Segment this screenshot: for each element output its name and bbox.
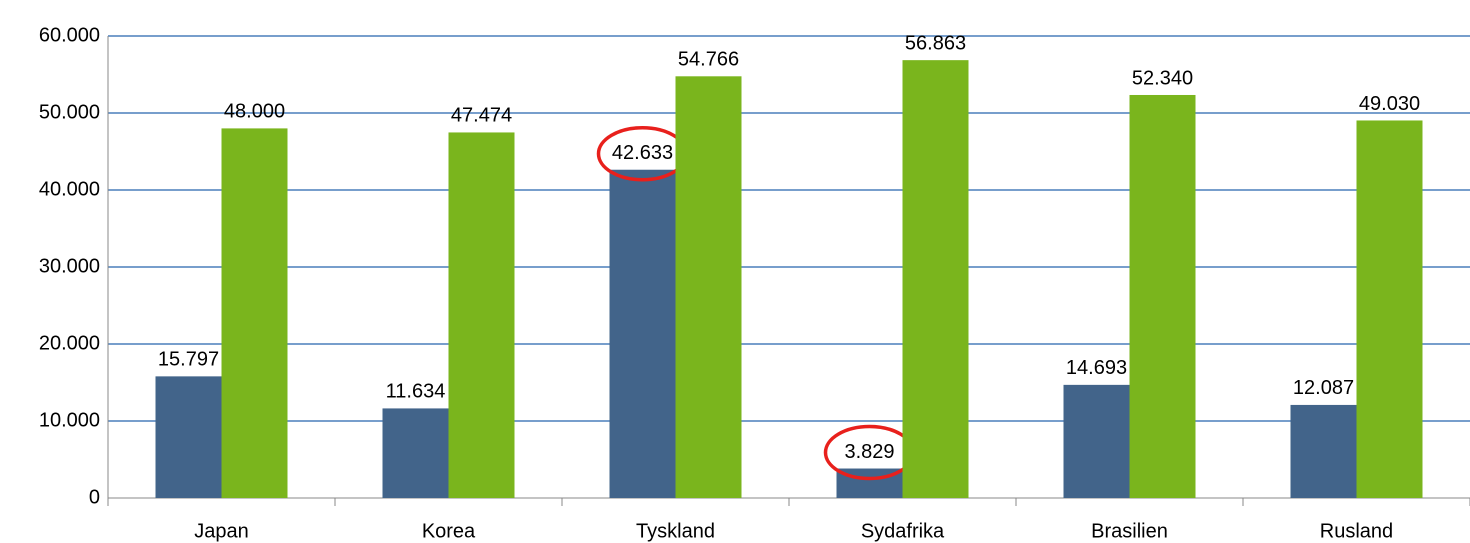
bar xyxy=(155,376,222,498)
data-label: 56.863 xyxy=(905,32,966,54)
data-label: 12.087 xyxy=(1293,377,1354,399)
bar xyxy=(382,408,449,498)
data-label: 48.000 xyxy=(224,101,285,123)
y-tick-label: 0 xyxy=(89,486,100,508)
x-tick-label: Rusland xyxy=(1320,520,1393,542)
bar xyxy=(221,128,288,498)
bar xyxy=(448,132,515,498)
data-label: 52.340 xyxy=(1132,67,1193,89)
x-tick-label: Brasilien xyxy=(1091,520,1168,542)
bar xyxy=(1290,404,1357,498)
x-tick-label: Sydafrika xyxy=(861,520,945,542)
data-label: 14.693 xyxy=(1066,357,1127,379)
y-tick-label: 20.000 xyxy=(39,332,100,354)
y-tick-label: 30.000 xyxy=(39,255,100,277)
y-tick-label: 60.000 xyxy=(39,24,100,46)
x-tick-label: Korea xyxy=(422,520,476,542)
data-label: 49.030 xyxy=(1359,93,1420,115)
data-label: 11.634 xyxy=(386,381,446,403)
y-tick-label: 50.000 xyxy=(39,101,100,123)
bar xyxy=(1063,384,1130,498)
bar xyxy=(609,169,676,499)
data-label: 15.797 xyxy=(158,349,219,371)
data-label: 47.474 xyxy=(451,105,512,127)
x-tick-label: Tyskland xyxy=(636,520,715,542)
bar xyxy=(902,60,969,498)
bar xyxy=(675,76,742,498)
y-tick-label: 40.000 xyxy=(39,178,100,200)
bar xyxy=(1129,94,1196,499)
data-label: 3.829 xyxy=(844,441,894,463)
y-tick-label: 10.000 xyxy=(39,409,100,431)
data-label: 54.766 xyxy=(678,49,739,71)
bar xyxy=(1356,120,1423,499)
x-tick-label: Japan xyxy=(194,520,249,542)
data-label: 42.633 xyxy=(612,142,673,164)
